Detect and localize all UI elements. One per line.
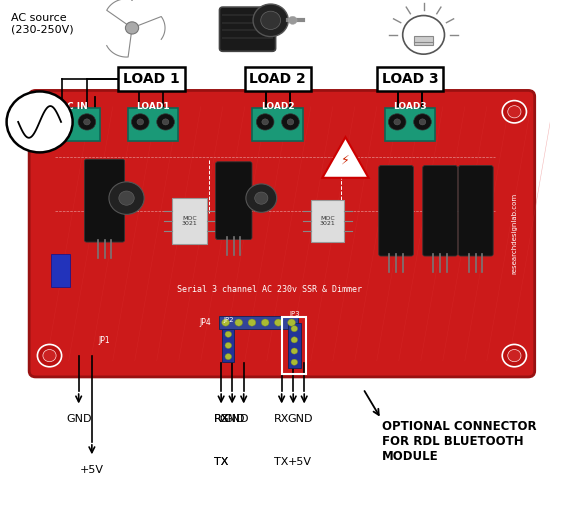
- Text: JP4: JP4: [199, 318, 211, 327]
- Circle shape: [38, 101, 62, 123]
- FancyBboxPatch shape: [172, 198, 207, 244]
- Circle shape: [288, 16, 297, 24]
- FancyBboxPatch shape: [29, 90, 535, 377]
- FancyBboxPatch shape: [128, 108, 178, 141]
- Circle shape: [253, 4, 288, 37]
- Text: AC source
(230-250V): AC source (230-250V): [11, 13, 74, 35]
- Circle shape: [287, 119, 294, 125]
- Circle shape: [43, 106, 56, 118]
- Circle shape: [388, 114, 406, 130]
- Circle shape: [291, 337, 298, 343]
- FancyBboxPatch shape: [385, 108, 435, 141]
- Text: OPTIONAL CONNECTOR
FOR RDL BLUETOOTH
MODULE: OPTIONAL CONNECTOR FOR RDL BLUETOOTH MOD…: [382, 421, 537, 463]
- FancyBboxPatch shape: [222, 329, 234, 362]
- Text: GND: GND: [219, 414, 245, 424]
- Text: GND: GND: [224, 414, 249, 424]
- Text: MOC
3021: MOC 3021: [182, 215, 198, 227]
- Text: TX: TX: [214, 457, 229, 467]
- Circle shape: [414, 114, 431, 130]
- Text: ⚡: ⚡: [341, 153, 350, 167]
- Circle shape: [282, 114, 299, 130]
- FancyBboxPatch shape: [219, 316, 298, 329]
- FancyBboxPatch shape: [215, 162, 252, 240]
- Circle shape: [291, 348, 298, 354]
- Circle shape: [109, 182, 144, 214]
- Circle shape: [261, 319, 269, 326]
- Text: +5V: +5V: [288, 457, 312, 467]
- Circle shape: [125, 22, 139, 34]
- Circle shape: [84, 119, 90, 125]
- Text: LOAD2: LOAD2: [261, 102, 295, 111]
- Circle shape: [246, 184, 276, 212]
- Circle shape: [235, 319, 243, 326]
- Text: researchdesignlab.com: researchdesignlab.com: [511, 193, 518, 274]
- Text: LOAD 2: LOAD 2: [250, 72, 306, 86]
- Circle shape: [502, 344, 527, 367]
- Circle shape: [78, 114, 96, 130]
- Circle shape: [222, 319, 229, 326]
- Circle shape: [132, 114, 149, 130]
- Text: AC IN: AC IN: [60, 102, 88, 111]
- Text: JP2: JP2: [223, 316, 234, 323]
- Text: GND: GND: [66, 414, 91, 424]
- Text: GND: GND: [287, 414, 312, 424]
- FancyBboxPatch shape: [219, 7, 276, 51]
- Circle shape: [502, 101, 527, 123]
- Circle shape: [291, 359, 298, 365]
- FancyBboxPatch shape: [288, 323, 301, 368]
- Circle shape: [291, 326, 298, 332]
- Circle shape: [157, 114, 174, 130]
- FancyBboxPatch shape: [423, 166, 457, 256]
- Circle shape: [260, 11, 280, 29]
- Circle shape: [137, 119, 144, 125]
- Text: Serial 3 channel AC 230v SSR & Dimmer: Serial 3 channel AC 230v SSR & Dimmer: [177, 285, 362, 294]
- Circle shape: [225, 331, 231, 337]
- Text: TX: TX: [275, 457, 289, 467]
- Circle shape: [256, 114, 274, 130]
- Circle shape: [225, 342, 231, 348]
- FancyBboxPatch shape: [253, 108, 303, 141]
- Circle shape: [7, 91, 72, 152]
- Circle shape: [275, 319, 282, 326]
- Circle shape: [262, 119, 268, 125]
- FancyBboxPatch shape: [84, 160, 125, 242]
- Text: RX: RX: [213, 414, 229, 424]
- Circle shape: [58, 119, 65, 125]
- FancyBboxPatch shape: [51, 254, 70, 287]
- Circle shape: [38, 344, 62, 367]
- Circle shape: [288, 319, 295, 326]
- Circle shape: [225, 354, 231, 360]
- Text: JP3: JP3: [289, 311, 300, 317]
- Circle shape: [394, 119, 401, 125]
- FancyBboxPatch shape: [378, 166, 413, 256]
- FancyBboxPatch shape: [49, 108, 100, 141]
- Text: LOAD3: LOAD3: [393, 102, 426, 111]
- Circle shape: [402, 16, 445, 54]
- Text: JP1: JP1: [99, 336, 111, 345]
- Bar: [414, 36, 433, 45]
- Bar: [282, 317, 307, 374]
- Text: LOAD1: LOAD1: [136, 102, 170, 111]
- Text: RX: RX: [274, 414, 290, 424]
- Circle shape: [248, 319, 256, 326]
- Circle shape: [53, 114, 71, 130]
- Text: LOAD 1: LOAD 1: [123, 72, 180, 86]
- Text: TX: TX: [214, 457, 229, 467]
- Text: RX: RX: [213, 414, 229, 424]
- Text: +5V: +5V: [80, 465, 104, 475]
- FancyBboxPatch shape: [458, 166, 493, 256]
- Circle shape: [508, 350, 521, 362]
- Circle shape: [419, 119, 426, 125]
- Polygon shape: [323, 137, 369, 178]
- Circle shape: [162, 119, 169, 125]
- Circle shape: [255, 192, 268, 204]
- Text: MOC
3021: MOC 3021: [319, 215, 335, 227]
- Circle shape: [508, 106, 521, 118]
- FancyBboxPatch shape: [311, 200, 344, 242]
- Circle shape: [43, 350, 56, 362]
- Text: LOAD 3: LOAD 3: [381, 72, 438, 86]
- Circle shape: [119, 191, 134, 205]
